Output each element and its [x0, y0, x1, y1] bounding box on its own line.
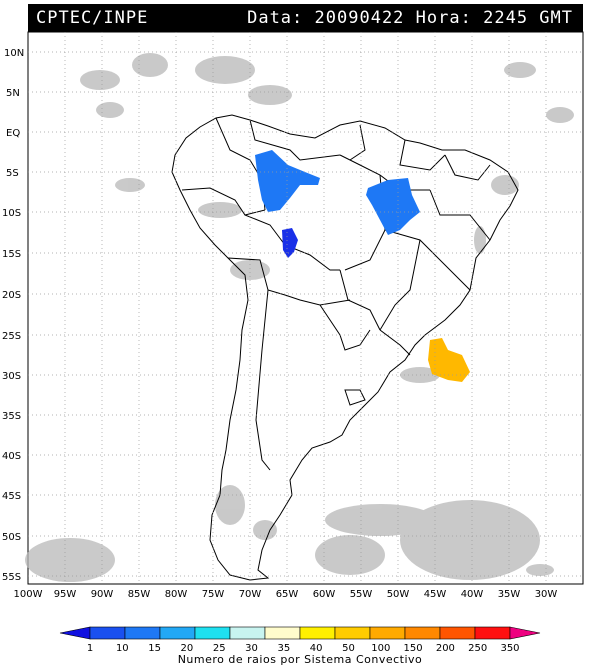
legend-tick-label: 1 — [87, 643, 93, 654]
legend-cell — [369, 626, 406, 640]
lon-label: 40W — [461, 589, 484, 600]
lat-label: 45S — [2, 491, 21, 502]
legend-tick-label: 30 — [245, 643, 258, 654]
lon-label: 80W — [165, 589, 188, 600]
system-para-tocantins — [366, 178, 420, 235]
legend-tick-label: 15 — [148, 643, 161, 654]
lon-label: 95W — [54, 589, 77, 600]
lat-label: 15S — [2, 249, 21, 260]
datetime-label: Data: 20090422 Hora: 2245 GMT — [247, 8, 573, 28]
lat-label: 40S — [2, 451, 21, 462]
legend-ticks: 1 10 15 20 25 30 35 40 50 100 150 200 250 350 — [87, 643, 520, 654]
legend-tick-label: 250 — [468, 643, 487, 654]
latitude-labels: 10N 5N EQ 5S 10S 15S 20S 25S 30S 35S 40S… — [2, 48, 24, 583]
date-value: 20090422 — [314, 8, 405, 28]
legend-tick-label: 200 — [436, 643, 455, 654]
legend-cell — [229, 626, 266, 640]
source-label: CPTEC/INPE — [36, 8, 149, 28]
graticule — [28, 32, 583, 584]
lat-label: 30S — [2, 371, 21, 382]
longitude-labels: 100W 95W 90W 85W 80W 75W 70W 65W 60W 55W… — [14, 589, 558, 600]
lat-label: 5S — [6, 168, 19, 179]
lon-label: 60W — [313, 589, 336, 600]
system-west-amazon — [255, 150, 320, 212]
legend-tick-label: 50 — [342, 643, 355, 654]
map-frame — [27, 31, 584, 585]
lat-label: 10N — [4, 48, 24, 59]
lat-label: 55S — [2, 572, 21, 583]
legend-cell — [194, 626, 231, 640]
legend-tick-label: 20 — [181, 643, 194, 654]
lon-label: 35W — [498, 589, 521, 600]
time-value: 2245 GMT — [483, 8, 573, 28]
legend-tick-label: 150 — [404, 643, 423, 654]
system-rondonia — [282, 228, 298, 258]
legend-arrow-right — [509, 626, 541, 640]
legend-tick-label: 25 — [213, 643, 226, 654]
legend-cells — [89, 626, 511, 640]
legend-cell — [159, 626, 196, 640]
legend-arrow-left — [59, 626, 91, 640]
lat-label: 50S — [2, 532, 21, 543]
legend-tick-label: 35 — [277, 643, 290, 654]
lon-label: 45W — [424, 589, 447, 600]
lon-label: 70W — [239, 589, 262, 600]
legend-cell — [439, 626, 476, 640]
legend-cell — [264, 626, 301, 640]
lon-label: 65W — [276, 589, 299, 600]
lon-label: 55W — [350, 589, 373, 600]
legend-cell — [474, 626, 511, 640]
legend-tick-label: 40 — [310, 643, 323, 654]
convective-systems — [255, 150, 470, 382]
lon-label: 100W — [14, 589, 43, 600]
legend-cell — [404, 626, 441, 640]
lon-label: 75W — [202, 589, 225, 600]
lon-label: 90W — [91, 589, 114, 600]
lon-label: 85W — [128, 589, 151, 600]
lat-label: 35S — [2, 411, 21, 422]
lon-label: 30W — [535, 589, 558, 600]
lat-label: EQ — [6, 128, 20, 139]
legend-tick-label: 10 — [116, 643, 129, 654]
lon-label: 50W — [387, 589, 410, 600]
lat-label: 25S — [2, 331, 21, 342]
legend-tick-label: 100 — [371, 643, 390, 654]
legend-tick-label: 350 — [500, 643, 519, 654]
color-legend: 1 10 15 20 25 30 35 40 50 100 150 200 250 350 — [59, 626, 541, 654]
system-south-atlantic — [428, 338, 470, 382]
lat-label: 20S — [2, 290, 21, 301]
lat-label: 10S — [2, 208, 21, 219]
legend-cell — [89, 626, 126, 640]
legend-cell — [124, 626, 161, 640]
legend-cell — [334, 626, 371, 640]
lat-label: 5N — [6, 88, 20, 99]
legend-caption: Numero de raios por Sistema Convectivo — [177, 653, 423, 666]
map-header: CPTEC/INPE Data: 20090422 Hora: 2245 GMT — [28, 4, 583, 32]
legend-cell — [299, 626, 336, 640]
